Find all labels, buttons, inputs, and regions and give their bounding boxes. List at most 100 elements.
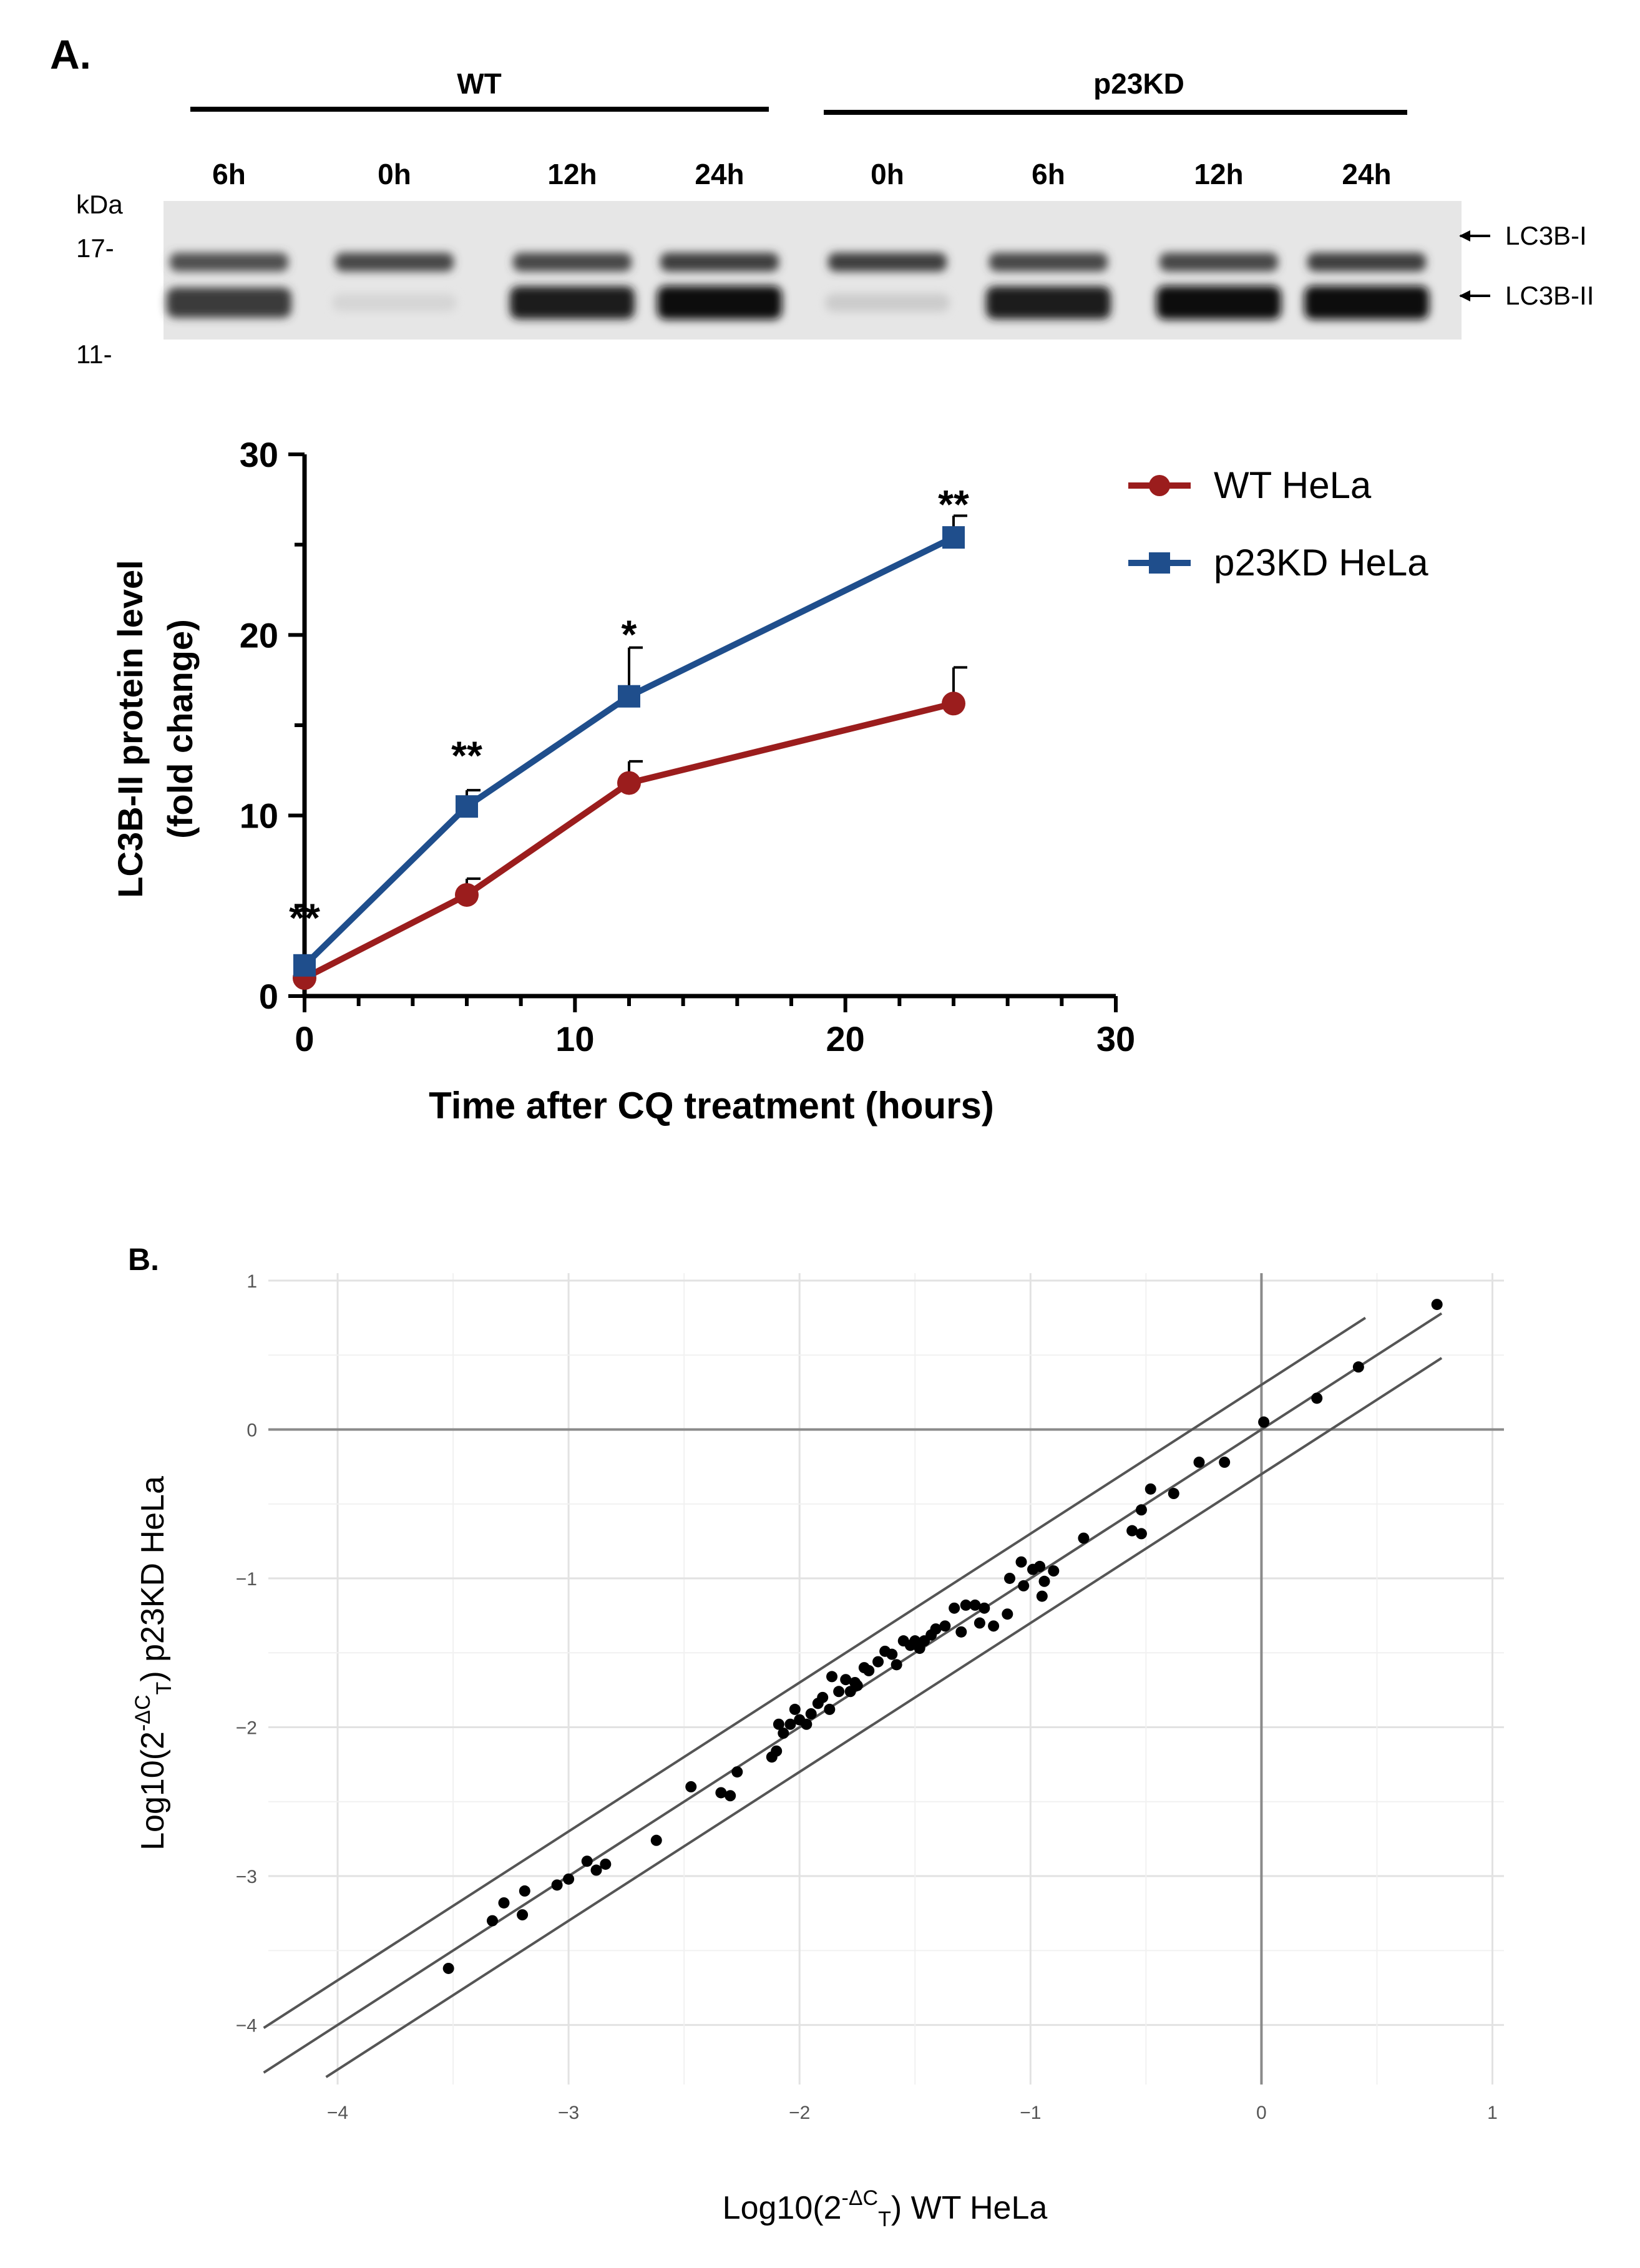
scatter-point [979,1602,990,1614]
lane-label: 24h [695,158,744,190]
scatter-chart: −4 −3 −2 −1 0 1 −4 −3 −2 −1 0 1 Log10(2-ΔCT) WT HeL… [131,1271,1504,2231]
scatter-point [1126,1525,1138,1537]
scatter-point [812,1698,824,1709]
lane-label: 24h [1342,158,1391,190]
lower-band [986,286,1111,320]
y-tick-label: 0 [246,1420,257,1440]
scatter-point [563,1873,575,1885]
x-tick-label: −1 [1020,2103,1041,2123]
scatter-point [766,1751,778,1763]
lc3b-i-arrow [1459,230,1490,242]
legend-kd-label: p23KD HeLa [1214,542,1428,584]
marker-11: 11- [76,340,112,369]
scatter-point [1048,1565,1060,1577]
significance-label: ** [451,733,482,778]
lower-band [510,286,635,320]
legend-kd-swatch [1128,552,1191,574]
lc3b-ii-arrow [1459,290,1490,301]
scatter-point [1219,1456,1231,1468]
legend: WT HeLa p23KD HeLa [1128,464,1428,584]
data-point [455,882,479,907]
scatter-point [1018,1580,1030,1591]
scatter-point [872,1656,884,1668]
scatter-point [824,1703,836,1715]
lower-band [332,293,457,312]
scatter-point [498,1897,510,1909]
y-tick-label: −1 [236,1569,257,1590]
scatter-point [731,1766,743,1778]
scatter-point [794,1714,806,1726]
scatter-point [805,1708,817,1720]
scatter-point [600,1858,612,1870]
scatter-point [1258,1416,1270,1428]
scatter-point [1038,1575,1050,1587]
legend-wt-label: WT HeLa [1214,464,1372,506]
lane-label: 0h [378,158,411,190]
series-line [302,534,955,968]
significance-label: * [622,612,637,657]
x-tick-label: 1 [1487,2103,1498,2123]
x-tick-label: 0 [1256,2103,1267,2123]
scatter-point [844,1686,856,1698]
scatter-point [939,1620,951,1632]
line-ylabel-1: LC3B-II protein level [110,560,150,897]
scatter-point [949,1602,960,1614]
upper-band [335,253,454,271]
data-point [618,685,640,708]
scatter-point [897,1635,909,1647]
y-tick-label: −4 [236,2016,257,2036]
scatter-ylabel: Log10(2-ΔCT) p23KD HeLa [131,1476,176,1850]
line-ylabel-2: (fold change) [160,619,200,839]
scatter-point [1036,1590,1048,1602]
series-line [303,700,955,981]
upper-band [1307,253,1426,271]
y-tick-label: 10 [240,796,278,836]
data-point [617,771,641,795]
x-tick-label: 0 [295,1019,314,1058]
scatter-point [1193,1456,1205,1468]
scatter-point [551,1879,563,1891]
panel-a-label: A. [50,31,91,77]
x-tick-label: −3 [558,2103,579,2123]
scatter-point [833,1686,845,1698]
scatter-point [974,1617,985,1629]
series-wt [293,666,967,990]
y-tick-label: 1 [246,1271,257,1292]
upper-band [170,253,288,271]
upper-band [513,253,632,271]
scatter-point [773,1718,784,1730]
lower-band [657,286,782,320]
upper-band [660,253,779,271]
scatter-point [1015,1556,1027,1568]
scatter-point [1431,1299,1443,1311]
scatter-point [1135,1528,1147,1540]
data-point [456,795,478,818]
reference-line-upper-bound [263,1316,1367,2030]
data-point [942,692,965,716]
scatter-point [879,1645,891,1657]
scatter-point [715,1787,727,1799]
lower-band [167,287,291,318]
panel-b-label: B. [128,1242,159,1277]
lower-band [825,293,950,312]
lc3b-ii-label: LC3B-II [1505,281,1594,310]
x-tick-label: 20 [826,1019,865,1058]
lower-band [1156,286,1281,320]
scatter-point [778,1728,789,1739]
scatter-point [1004,1572,1015,1584]
scatter-xlabel: Log10(2-ΔCT) WT HeLa [723,2186,1048,2231]
line-chart: LC3B-II protein level (fold change) Time… [110,435,1428,1127]
scatter-point [442,1962,454,1974]
scatter-point [1135,1504,1147,1516]
scatter-point [486,1915,498,1927]
scatter-point [1168,1488,1179,1500]
scatter-point [988,1620,1000,1632]
data-point [293,954,316,977]
scatter-point [1078,1532,1090,1544]
upper-band [989,253,1108,271]
lane-label: 12h [547,158,597,190]
scatter-point [650,1834,662,1846]
significance-label: ** [938,482,969,527]
x-tick-label: −4 [327,2103,348,2123]
